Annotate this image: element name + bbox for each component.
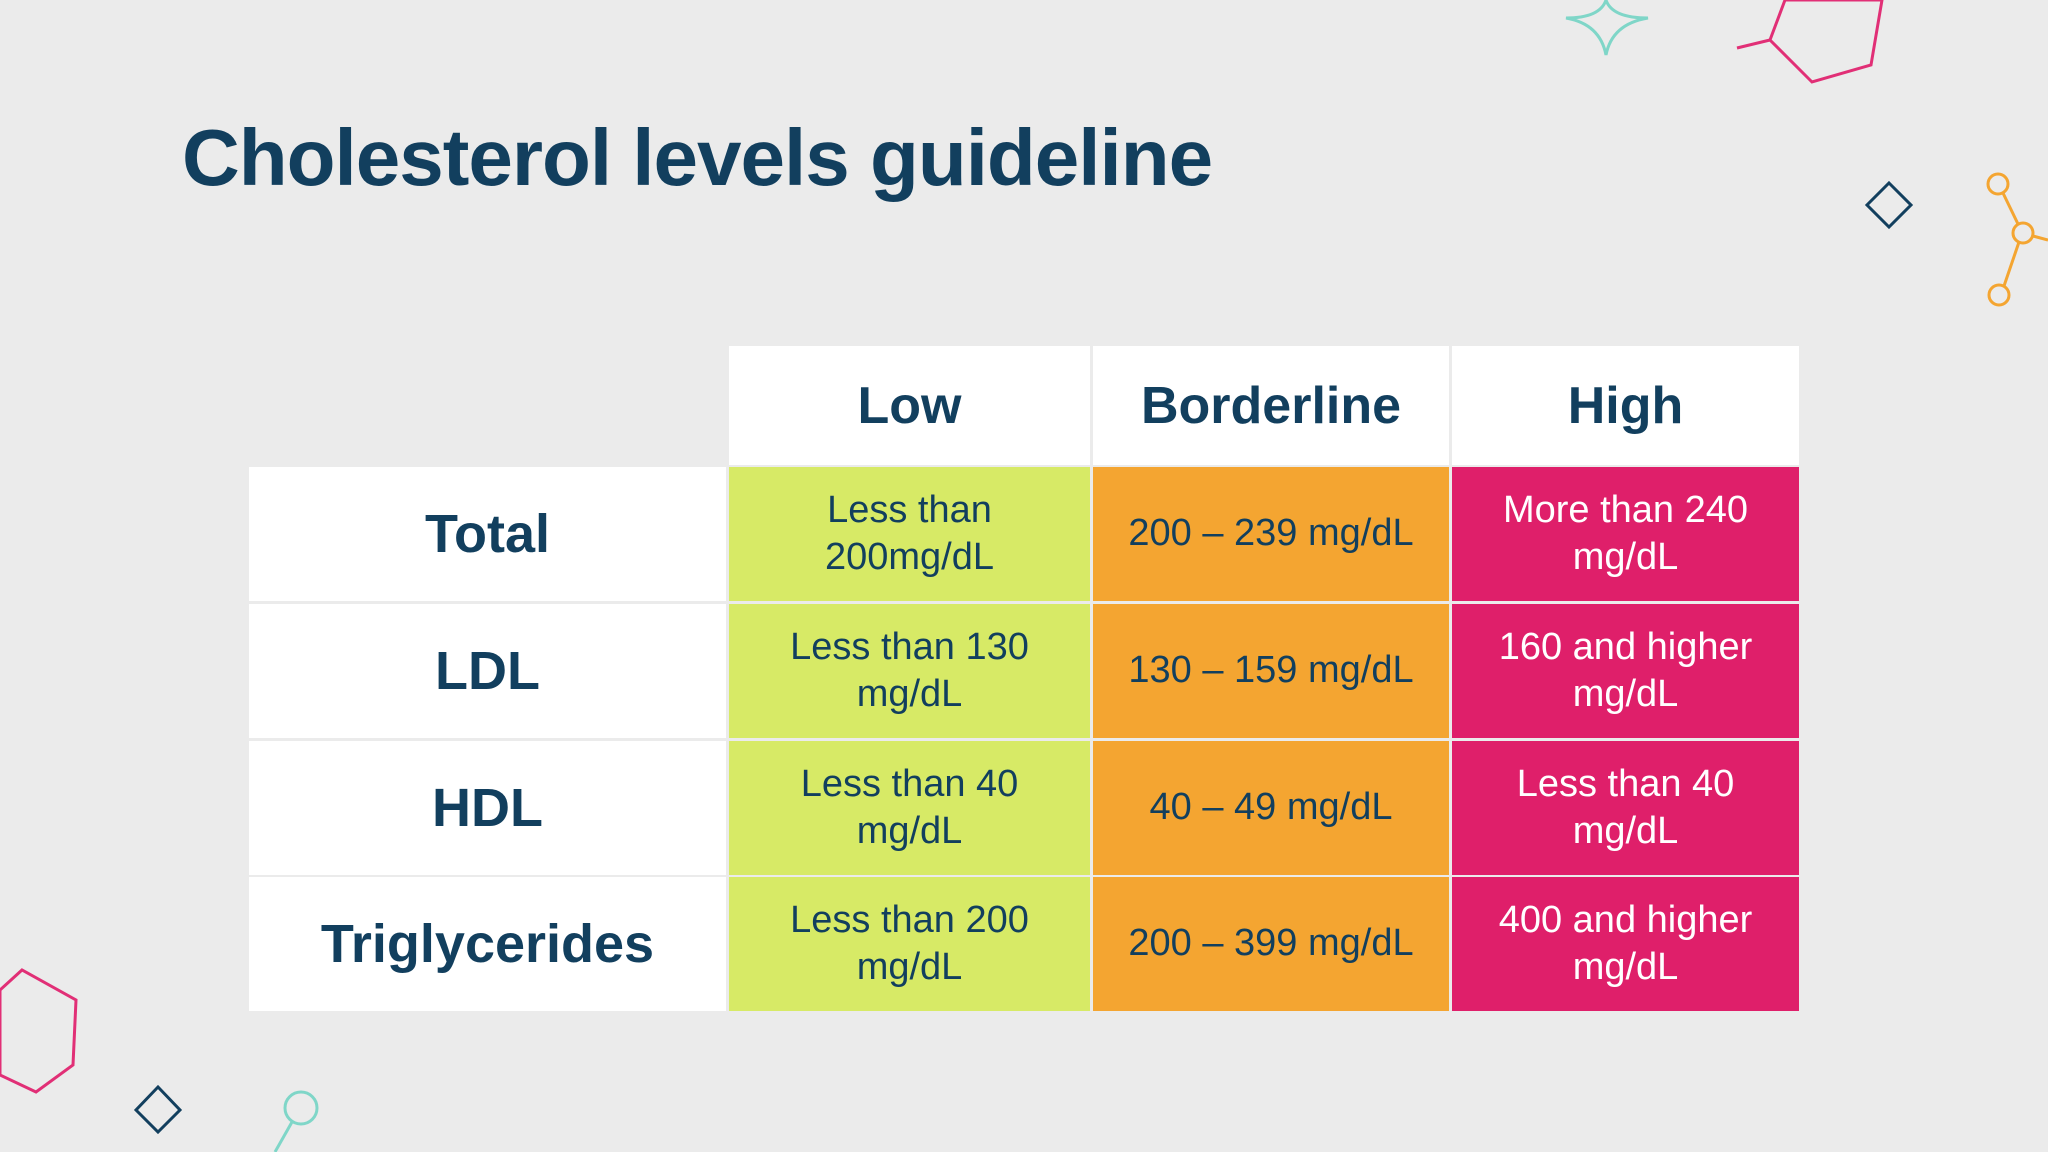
molecule-icon — [1986, 172, 2048, 307]
circle-stem-icon — [273, 1090, 319, 1152]
row-label-hdl: HDL — [249, 741, 726, 875]
cell-total-low: Less than 200mg/dL — [729, 467, 1090, 601]
cell-hdl-borderline: 40 – 49 mg/dL — [1093, 741, 1449, 875]
cell-triglycerides-low: Less than 200 mg/dL — [729, 877, 1090, 1011]
column-header-high: High — [1452, 346, 1799, 465]
cell-triglycerides-borderline: 200 – 399 mg/dL — [1093, 877, 1449, 1011]
row-label-ldl: LDL — [249, 604, 726, 738]
cell-total-borderline: 200 – 239 mg/dL — [1093, 467, 1449, 601]
hexagon-icon — [1768, 0, 1884, 84]
cell-total-high: More than 240 mg/dL — [1452, 467, 1799, 601]
cell-ldl-borderline: 130 – 159 mg/dL — [1093, 604, 1449, 738]
cell-ldl-low: Less than 130 mg/dL — [729, 604, 1090, 738]
page-title: Cholesterol levels guideline — [182, 113, 1213, 202]
diamond-icon — [1565, 0, 1649, 56]
cell-ldl-high: 160 and higher mg/dL — [1452, 604, 1799, 738]
diamond-icon — [1864, 180, 1914, 230]
cell-hdl-low: Less than 40 mg/dL — [729, 741, 1090, 875]
diamond-icon — [133, 1084, 183, 1135]
cell-triglycerides-high: 400 and higher mg/dL — [1452, 877, 1799, 1011]
column-header-low: Low — [729, 346, 1090, 465]
row-label-total: Total — [249, 467, 726, 601]
column-header-borderline: Borderline — [1093, 346, 1449, 465]
cell-hdl-high: Less than 40 mg/dL — [1452, 741, 1799, 875]
hexagon-icon — [0, 968, 78, 1094]
hexagon-stem-icon — [1736, 38, 1771, 50]
row-label-triglycerides: Triglycerides — [249, 877, 726, 1011]
